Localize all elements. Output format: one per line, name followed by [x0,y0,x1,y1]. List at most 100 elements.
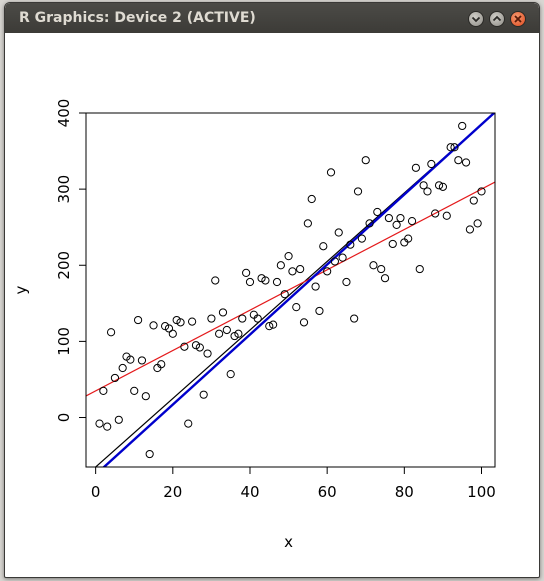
data-point [276,261,285,270]
data-points [95,121,486,459]
data-point [442,211,451,220]
data-point [469,196,478,205]
data-point [407,217,417,226]
data-point [168,329,177,338]
maximize-icon[interactable] [489,11,505,27]
x-tick-label: 20 [163,483,182,501]
data-point [419,181,428,190]
data-point [446,143,455,152]
data-point [126,355,135,364]
data-point [377,264,386,274]
data-point [353,187,363,196]
data-point [114,415,123,424]
regression-lines [86,113,495,467]
data-point [461,158,471,167]
data-point [438,182,448,191]
data-point [404,234,413,243]
y-tick-label: 100 [55,327,73,356]
data-point [110,373,120,383]
y-axis-label: y [12,285,30,294]
data-point [226,370,235,379]
data-point [342,277,351,287]
data-point [431,209,440,218]
x-tick-label: 80 [395,483,414,501]
plot-frame [85,112,496,468]
data-point [357,234,366,243]
minimize-icon[interactable] [468,11,484,27]
data-point [211,276,220,285]
data-point [373,207,382,217]
data-point [477,187,486,196]
y-axis: 0 100 200 300 400 [55,99,87,423]
data-point [427,159,436,169]
data-point [303,219,312,228]
data-point [253,314,262,323]
data-point [188,317,197,326]
data-point [157,360,166,369]
data-point [199,390,208,399]
data-point [361,156,370,165]
title-bar[interactable]: R Graphics: Device 2 (ACTIVE) [5,3,539,33]
data-point [141,392,150,401]
data-point [106,328,116,337]
data-point [299,318,309,327]
x-tick-label: 100 [467,483,496,501]
data-point [245,277,255,287]
data-point [261,276,270,285]
data-point [334,228,343,237]
data-point [473,219,482,228]
data-point [465,225,475,234]
data-point [137,356,147,365]
data-point [118,363,127,373]
data-point [450,143,459,152]
data-point [242,268,251,277]
data-point [415,264,424,274]
data-point [411,163,421,172]
data-point [369,261,378,270]
data-point [319,242,328,251]
data-point [203,349,212,358]
data-point [176,318,185,327]
data-point [180,342,189,351]
y-tick-label: 200 [55,251,73,280]
x-tick-label: 40 [240,483,259,501]
data-point [133,315,143,325]
y-tick-label: 300 [55,175,73,204]
data-point [272,277,282,287]
data-point [365,219,374,228]
close-icon[interactable] [510,11,526,27]
y-tick-label: 0 [55,413,73,423]
blue-fit-line [102,113,495,467]
data-point [326,168,336,177]
data-point [164,324,174,333]
data-point [280,290,289,299]
data-point [145,449,154,459]
data-point [195,343,204,352]
data-point [265,322,274,331]
data-point [269,320,278,329]
data-point [149,321,158,330]
y-tick-label: 400 [55,99,73,128]
data-point [207,314,216,323]
x-axis-label: x [284,533,293,551]
data-point [384,213,393,223]
data-point [330,257,339,266]
data-point [454,156,463,165]
data-point [434,181,444,190]
data-point [458,121,467,131]
data-point [99,386,108,395]
data-point [311,282,320,291]
data-point [218,308,228,317]
r-graphics-window: R Graphics: Device 2 (ACTIVE) 0 100 200 300… [4,2,540,578]
data-point [296,264,305,274]
data-point [288,267,297,276]
data-point [350,314,359,323]
x-tick-label: 60 [318,483,337,501]
red-fit-line [86,181,495,397]
data-point [292,303,301,312]
scatter-plot: 0 100 200 300 400 0 20 40 60 80 100 x y [12,99,496,551]
window-title: R Graphics: Device 2 (ACTIVE) [19,10,256,26]
data-point [423,187,432,196]
data-point [380,274,390,283]
data-point [238,314,247,323]
